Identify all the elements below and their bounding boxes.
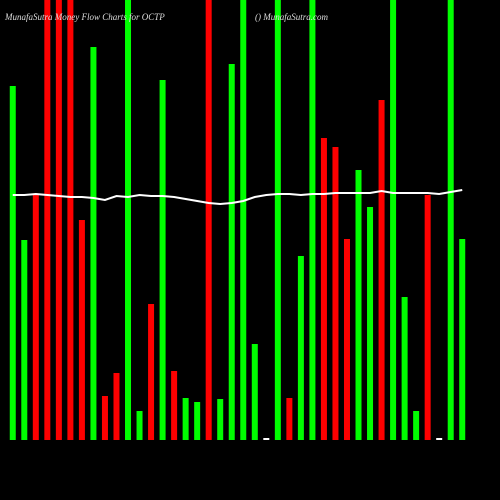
bar	[297, 256, 304, 440]
bar	[78, 220, 85, 440]
bar	[413, 411, 420, 440]
bar	[217, 399, 224, 440]
bar	[320, 138, 327, 440]
bar	[332, 147, 339, 440]
money-flow-line	[12, 189, 463, 206]
bar	[21, 240, 28, 440]
bar	[9, 86, 16, 440]
chart-title: MunafaSutra Money Flow Charts for OCTP	[4, 12, 165, 22]
bar	[101, 396, 108, 440]
bar	[159, 80, 166, 440]
bar	[32, 195, 39, 440]
bar	[240, 0, 247, 440]
bar	[390, 0, 397, 440]
bar	[113, 373, 120, 440]
bar	[182, 398, 189, 440]
bar	[459, 239, 466, 440]
bar	[424, 195, 431, 440]
bar	[367, 207, 374, 440]
bar	[355, 170, 362, 440]
bar	[55, 0, 62, 440]
bar	[447, 0, 454, 440]
bar	[194, 402, 201, 440]
bar	[90, 47, 97, 440]
bar	[44, 0, 51, 440]
bar	[228, 64, 235, 440]
bar	[401, 297, 408, 440]
bar	[67, 0, 74, 440]
bar	[205, 0, 212, 440]
bar	[263, 438, 270, 440]
bar	[286, 398, 293, 440]
bar	[436, 438, 443, 440]
bar	[309, 0, 316, 440]
bar	[251, 344, 258, 440]
bar	[274, 0, 281, 440]
bar	[136, 411, 143, 440]
bar	[171, 371, 178, 440]
bar	[343, 239, 350, 440]
chart-subtitle: () MunafaSutra.com	[255, 12, 328, 22]
bar	[125, 0, 132, 440]
bar	[148, 304, 155, 440]
bar	[378, 100, 385, 440]
